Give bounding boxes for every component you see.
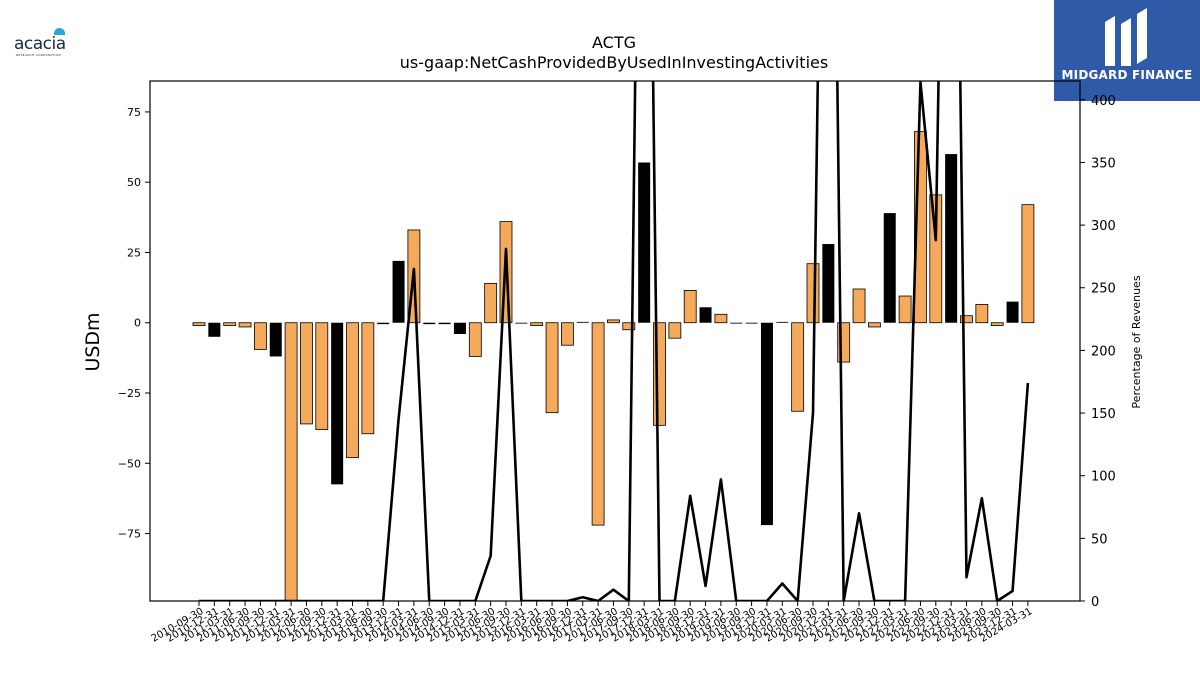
bar xyxy=(331,322,344,485)
midgard-finance-logo-text: MIDGARD FINANCE xyxy=(1061,68,1193,82)
midgard-emblem-icon xyxy=(1105,8,1147,66)
bar xyxy=(760,322,773,526)
bar xyxy=(990,322,1004,326)
bar xyxy=(683,290,697,324)
bar xyxy=(238,322,252,328)
bar xyxy=(576,321,589,323)
bar xyxy=(315,322,329,430)
acacia-logo-subtext: RESEARCH CORPORATION xyxy=(16,53,61,57)
bar xyxy=(561,322,574,346)
bar xyxy=(530,322,544,326)
y-tick-label: −75 xyxy=(118,528,141,541)
y-tick-label: −50 xyxy=(118,457,141,470)
midgard-finance-logo: MIDGARD FINANCE xyxy=(1054,0,1200,101)
bar xyxy=(898,295,912,324)
logo-arc-icon xyxy=(54,28,65,35)
bar xyxy=(776,321,789,323)
y-tick-label: 25 xyxy=(127,246,141,259)
bar xyxy=(1006,301,1019,323)
y-tick-label: 50 xyxy=(127,176,141,189)
bar xyxy=(361,322,375,435)
bar xyxy=(730,322,743,324)
bar xyxy=(377,322,390,325)
bar xyxy=(868,322,881,328)
bar xyxy=(468,322,482,357)
bar xyxy=(806,263,820,324)
y2-tick-label: 200 xyxy=(1091,344,1116,359)
bar xyxy=(423,322,436,325)
y-tick-label: 0 xyxy=(134,317,141,330)
bar xyxy=(591,322,605,526)
plot-frame xyxy=(149,80,1081,602)
bar xyxy=(1021,204,1035,324)
bar xyxy=(223,322,237,326)
bar xyxy=(638,162,651,323)
y2-tick-label: 0 xyxy=(1091,595,1099,610)
chart-subtitle: us-gaap:NetCashProvidedByUsedInInvesting… xyxy=(400,53,828,72)
bar xyxy=(545,322,559,414)
bar xyxy=(699,307,712,323)
y2-tick-label: 350 xyxy=(1091,156,1116,171)
series-line xyxy=(199,81,1030,601)
bar xyxy=(622,322,636,331)
chart-title: ACTG xyxy=(592,33,636,52)
bar xyxy=(253,322,267,350)
bar xyxy=(515,322,528,324)
acacia-logo-text: acacia xyxy=(14,34,66,54)
bar xyxy=(960,315,973,324)
y2-tick-label: 100 xyxy=(1091,470,1116,485)
y-tick-label: 75 xyxy=(127,106,141,119)
bar xyxy=(269,322,282,357)
y2-tick-label: 400 xyxy=(1091,94,1116,109)
bar xyxy=(208,322,221,337)
y2-axis-label: Percentage of Revenues xyxy=(1130,275,1143,408)
bar xyxy=(883,213,896,323)
bar xyxy=(714,313,728,324)
bar xyxy=(438,322,451,325)
bar xyxy=(192,322,206,326)
bar xyxy=(822,244,835,323)
y2-tick-label: 300 xyxy=(1091,219,1116,234)
bar xyxy=(945,154,958,323)
bar xyxy=(284,322,298,601)
y2-tick-label: 250 xyxy=(1091,282,1116,297)
bar xyxy=(484,282,498,324)
bar xyxy=(852,288,866,324)
bar xyxy=(453,322,466,334)
y2-tick-label: 150 xyxy=(1091,407,1116,422)
bar xyxy=(300,322,313,425)
y2-tick-label: 50 xyxy=(1091,532,1108,547)
bar xyxy=(668,322,682,339)
bar xyxy=(607,319,620,324)
bar xyxy=(346,322,359,459)
bar xyxy=(745,322,758,324)
bar xyxy=(791,322,805,412)
y-tick-label: −25 xyxy=(118,387,141,400)
y-axis-label: USDm xyxy=(82,312,104,371)
acacia-logo: acacia RESEARCH CORPORATION xyxy=(12,26,82,57)
bar xyxy=(392,260,405,323)
bar xyxy=(975,304,989,324)
